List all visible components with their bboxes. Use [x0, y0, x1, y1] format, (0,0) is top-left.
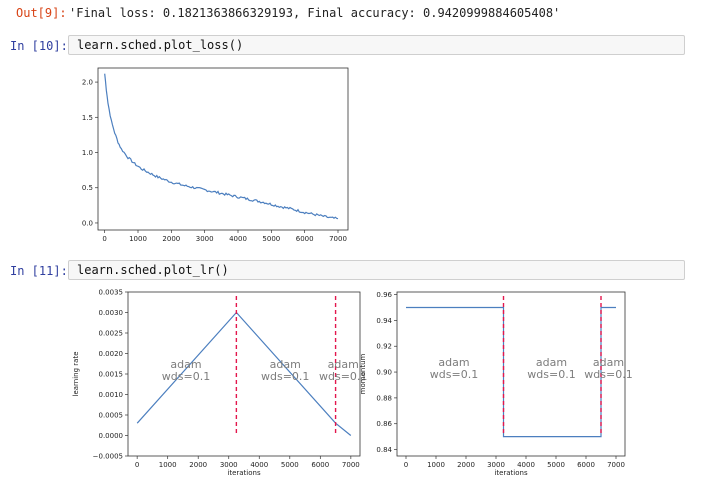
plot-frame [97, 67, 349, 231]
x-tick-label: 1000 [129, 235, 147, 243]
y-tick-label: 1.5 [82, 114, 93, 122]
phase-annotation: adam [170, 358, 201, 371]
x-tick-label: 7000 [329, 235, 347, 243]
x-tick-label: 3000 [196, 235, 214, 243]
y-tick-label: 0.88 [376, 394, 392, 402]
y-tick-label: 0.86 [376, 420, 392, 428]
x-tick-label: 2000 [189, 461, 207, 469]
phase-annotation: adam [270, 358, 301, 371]
y-tick-label: 0.90 [376, 369, 392, 377]
x-tick-label: 6000 [296, 235, 314, 243]
y-tick-label: 0.92 [376, 343, 392, 351]
x-tick-label: 5000 [281, 461, 299, 469]
y-tick-label: −0.0005 [93, 453, 123, 461]
input-prompt-11: In [11]: [10, 264, 68, 278]
series-line [136, 311, 352, 436]
y-tick-label: 0.94 [376, 317, 392, 325]
learning-rate-chart: 0 1000 2000 3000 4000 5000 6000 7000 −0.0005 0.00… [72, 289, 367, 478]
phase-annotation: adam [593, 356, 624, 369]
x-tick-label: 0 [135, 461, 139, 469]
output-prompt: Out[9]: [16, 6, 67, 20]
x-tick-label: 1000 [427, 461, 445, 469]
y-tick-label: 2.0 [82, 79, 93, 87]
x-tick-label: 5000 [262, 235, 280, 243]
code-text-10: learn.sched.plot_loss() [77, 38, 244, 52]
phase-annotation: adam [536, 356, 567, 369]
x-tick-label: 6000 [311, 461, 329, 469]
x-tick-label: 0 [404, 461, 408, 469]
y-tick-label: 0.0005 [99, 412, 124, 420]
y-tick-label: 0.0025 [99, 330, 124, 338]
learning-rate-chart-plot: 0 1000 2000 3000 4000 5000 6000 7000 −0.0005 0.00… [72, 289, 367, 478]
y-tick-label: 1.0 [82, 149, 93, 157]
code-cell-11[interactable]: learn.sched.plot_lr() [68, 260, 685, 280]
x-tick-label: 4000 [229, 235, 247, 243]
y-tick-label: 0.0035 [99, 289, 124, 297]
code-cell-10[interactable]: learn.sched.plot_loss() [68, 35, 685, 55]
output-text: 'Final loss: 0.1821363866329193, Final a… [69, 6, 561, 20]
series-line [406, 306, 616, 438]
x-tick-label: 6000 [577, 461, 595, 469]
x-tick-label: 7000 [607, 461, 625, 469]
x-tick-label: 4000 [517, 461, 535, 469]
phase-annotation: wds=0.1 [162, 370, 210, 383]
y-tick-label: 0.84 [376, 446, 392, 454]
x-tick-label: 3000 [487, 461, 505, 469]
phase-annotation: wds=0.1 [430, 368, 478, 381]
phase-annotation: wds=0.1 [584, 368, 632, 381]
y-tick-label: 0.0 [82, 219, 93, 227]
x-tick-label: 2000 [162, 235, 180, 243]
x-tick-label: 2000 [457, 461, 475, 469]
y-tick-label: 0.5 [82, 184, 93, 192]
phase-annotation: wds=0.1 [527, 368, 575, 381]
x-tick-label: 5000 [547, 461, 565, 469]
x-tick-label: 1000 [159, 461, 177, 469]
y-tick-label: 0.0020 [99, 350, 124, 358]
loss-chart: 0 1000 2000 3000 4000 5000 6000 7000 0.0 0.5 1.0 1.… [82, 67, 349, 243]
x-tick-label: 3000 [220, 461, 238, 469]
momentum-chart-plot: 0 1000 2000 3000 4000 5000 6000 7000 0.84 0.86 0.8… [359, 291, 633, 477]
phase-annotation: wds=0.1 [261, 370, 309, 383]
input-prompt-10: In [10]: [10, 39, 68, 53]
series-line [104, 73, 339, 220]
x-tick-label: 4000 [250, 461, 268, 469]
momentum-chart: 0 1000 2000 3000 4000 5000 6000 7000 0.84 0.86 0.8… [359, 291, 633, 477]
x-axis-label: iterations [494, 469, 528, 477]
y-tick-label: 0.0030 [99, 309, 124, 317]
x-axis-label: iterations [227, 469, 261, 477]
x-tick-label: 0 [102, 235, 106, 243]
y-tick-label: 0.0010 [99, 391, 124, 399]
loss-chart-plot: 0 1000 2000 3000 4000 5000 6000 7000 0.0 0.5 1.0 1.… [82, 67, 349, 243]
code-text-11: learn.sched.plot_lr() [77, 263, 229, 277]
phase-annotation: adam [328, 358, 359, 371]
y-tick-label: 0.96 [376, 291, 392, 299]
plot-frame [396, 291, 626, 457]
x-tick-label: 7000 [342, 461, 360, 469]
y-tick-label: 0.0000 [99, 432, 124, 440]
y-axis-label: learning rate [72, 351, 80, 396]
phase-annotation: wds=0.1 [319, 370, 367, 383]
phase-annotation: adam [438, 356, 469, 369]
y-axis-label: momentum [359, 353, 367, 394]
y-tick-label: 0.0015 [99, 371, 124, 379]
